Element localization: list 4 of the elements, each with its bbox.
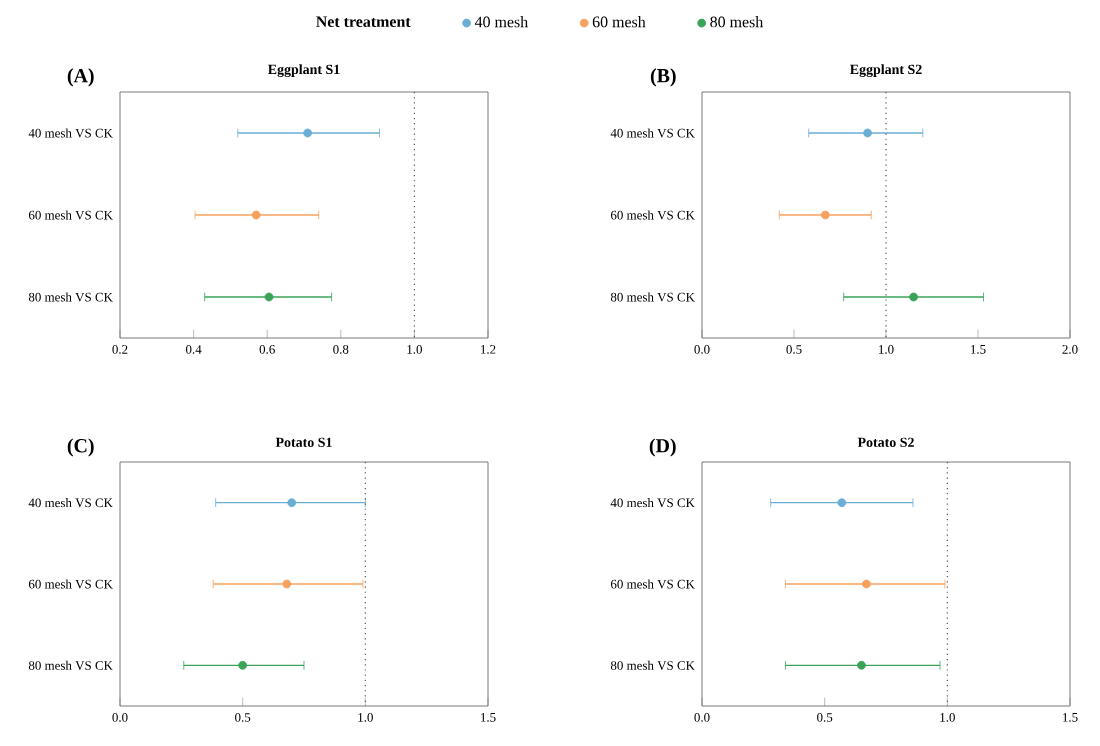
text: (C) <box>67 438 94 457</box>
text: (A) <box>67 68 94 87</box>
text: (B) <box>650 68 676 87</box>
text: (D) <box>649 438 676 457</box>
